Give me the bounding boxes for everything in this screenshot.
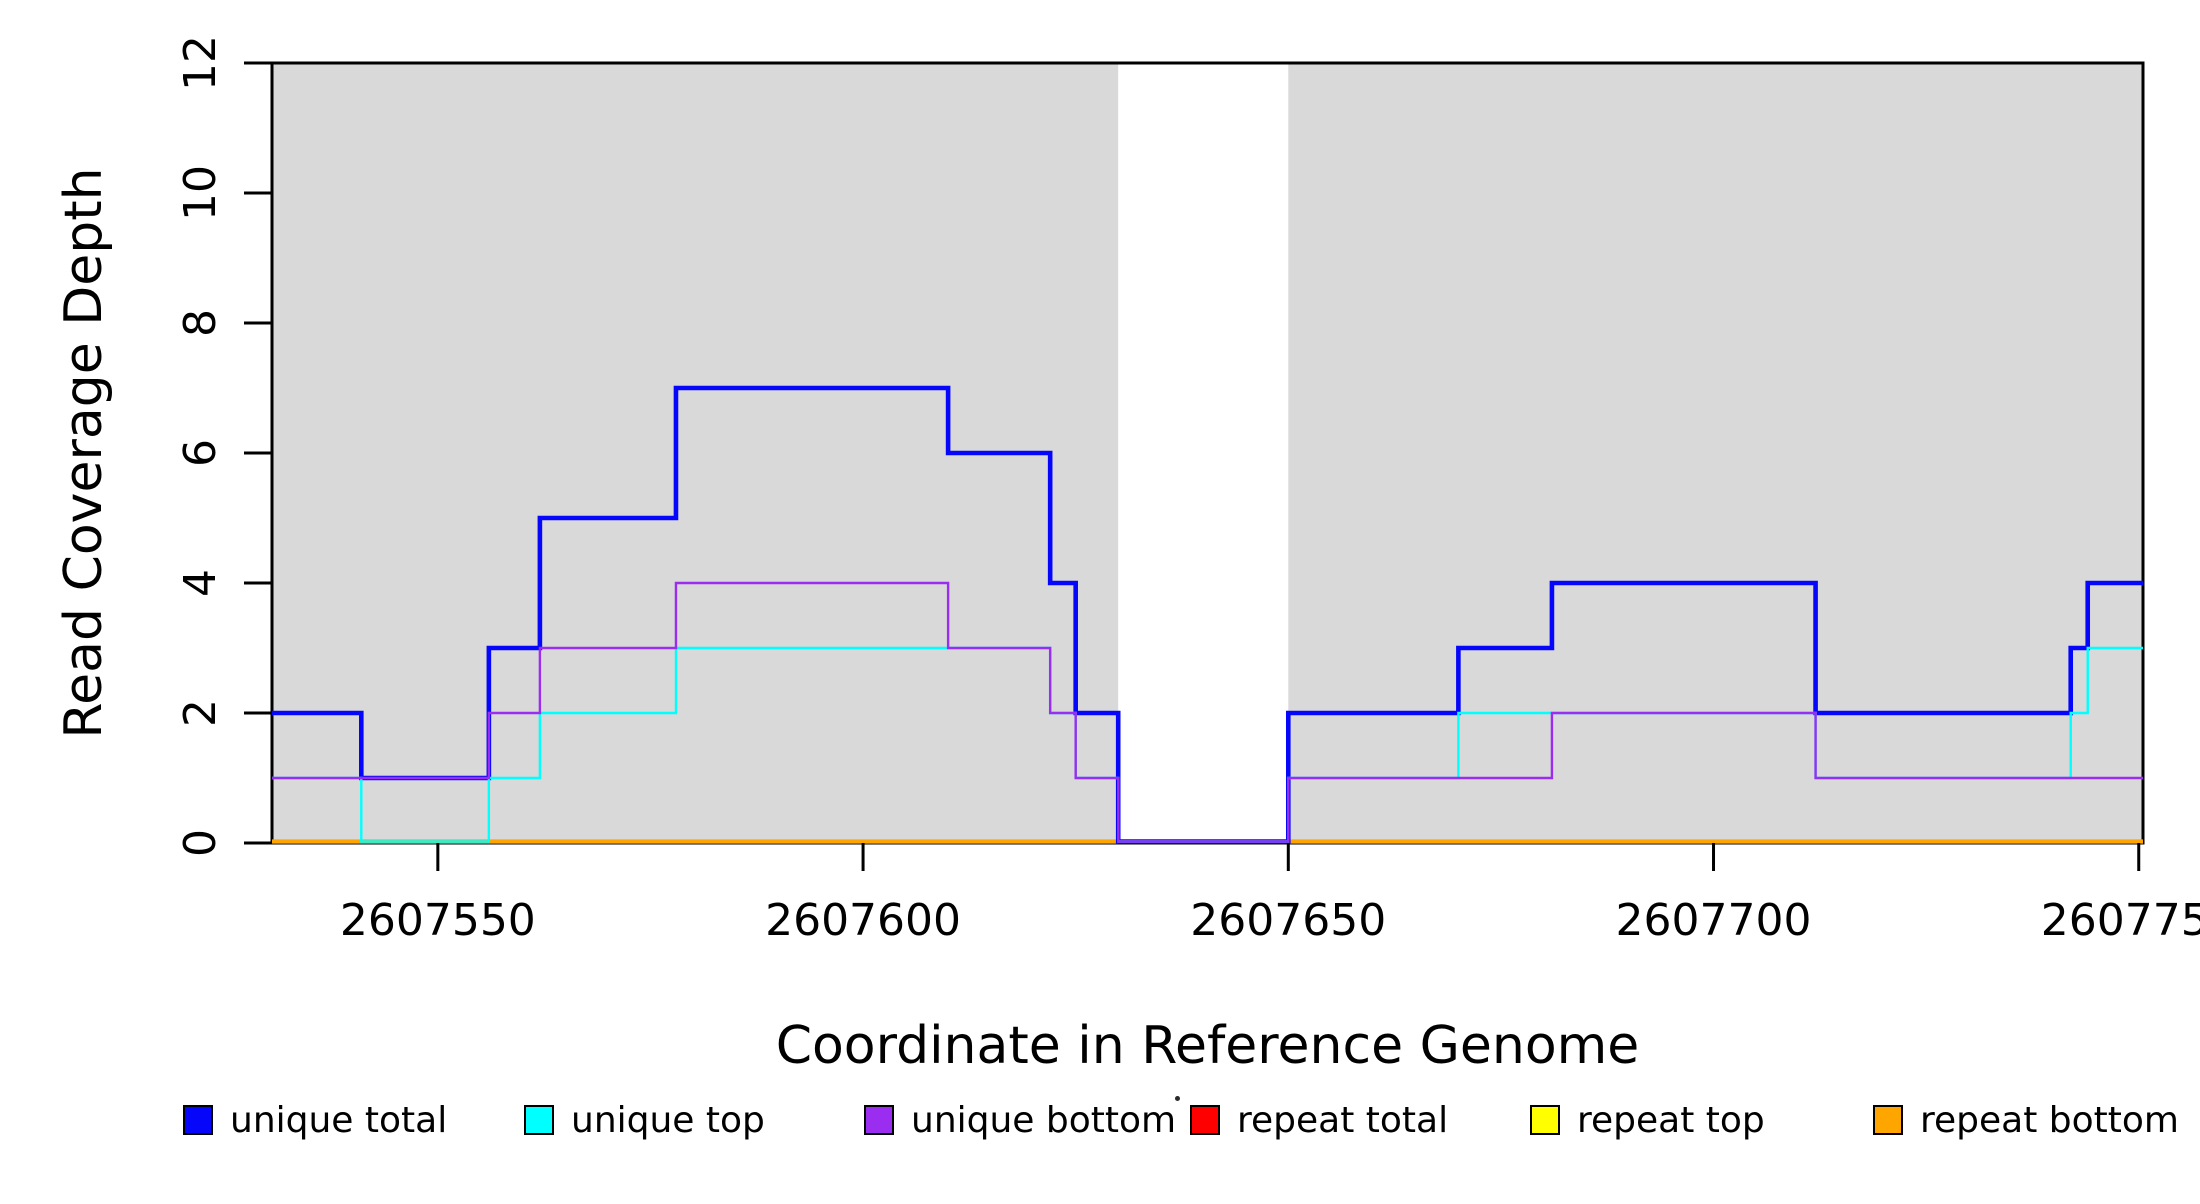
x-tick-label: 2607650 [1190,895,1386,946]
y-tick-label: 2 [175,699,226,727]
shaded-region [1288,63,2143,843]
y-tick-label: 12 [175,35,226,91]
y-tick-label: 4 [175,569,226,597]
x-tick-label: 2607550 [340,895,536,946]
y-axis-title: Read Coverage Depth [54,167,114,739]
x-axis-title: Coordinate in Reference Genome [775,1016,1640,1076]
y-tick-label: 6 [175,439,226,467]
series-unique-bottom-line [272,581,2143,843]
y-tick-label: 0 [175,829,226,857]
stray-dot-artifact [1175,1096,1180,1101]
y-tick-label: 8 [175,309,226,337]
x-tick-label: 2607600 [765,895,961,946]
y-tick-label: 10 [175,165,226,221]
series-unique-total-line [272,385,2143,844]
x-tick-label: 2607700 [1616,895,1812,946]
